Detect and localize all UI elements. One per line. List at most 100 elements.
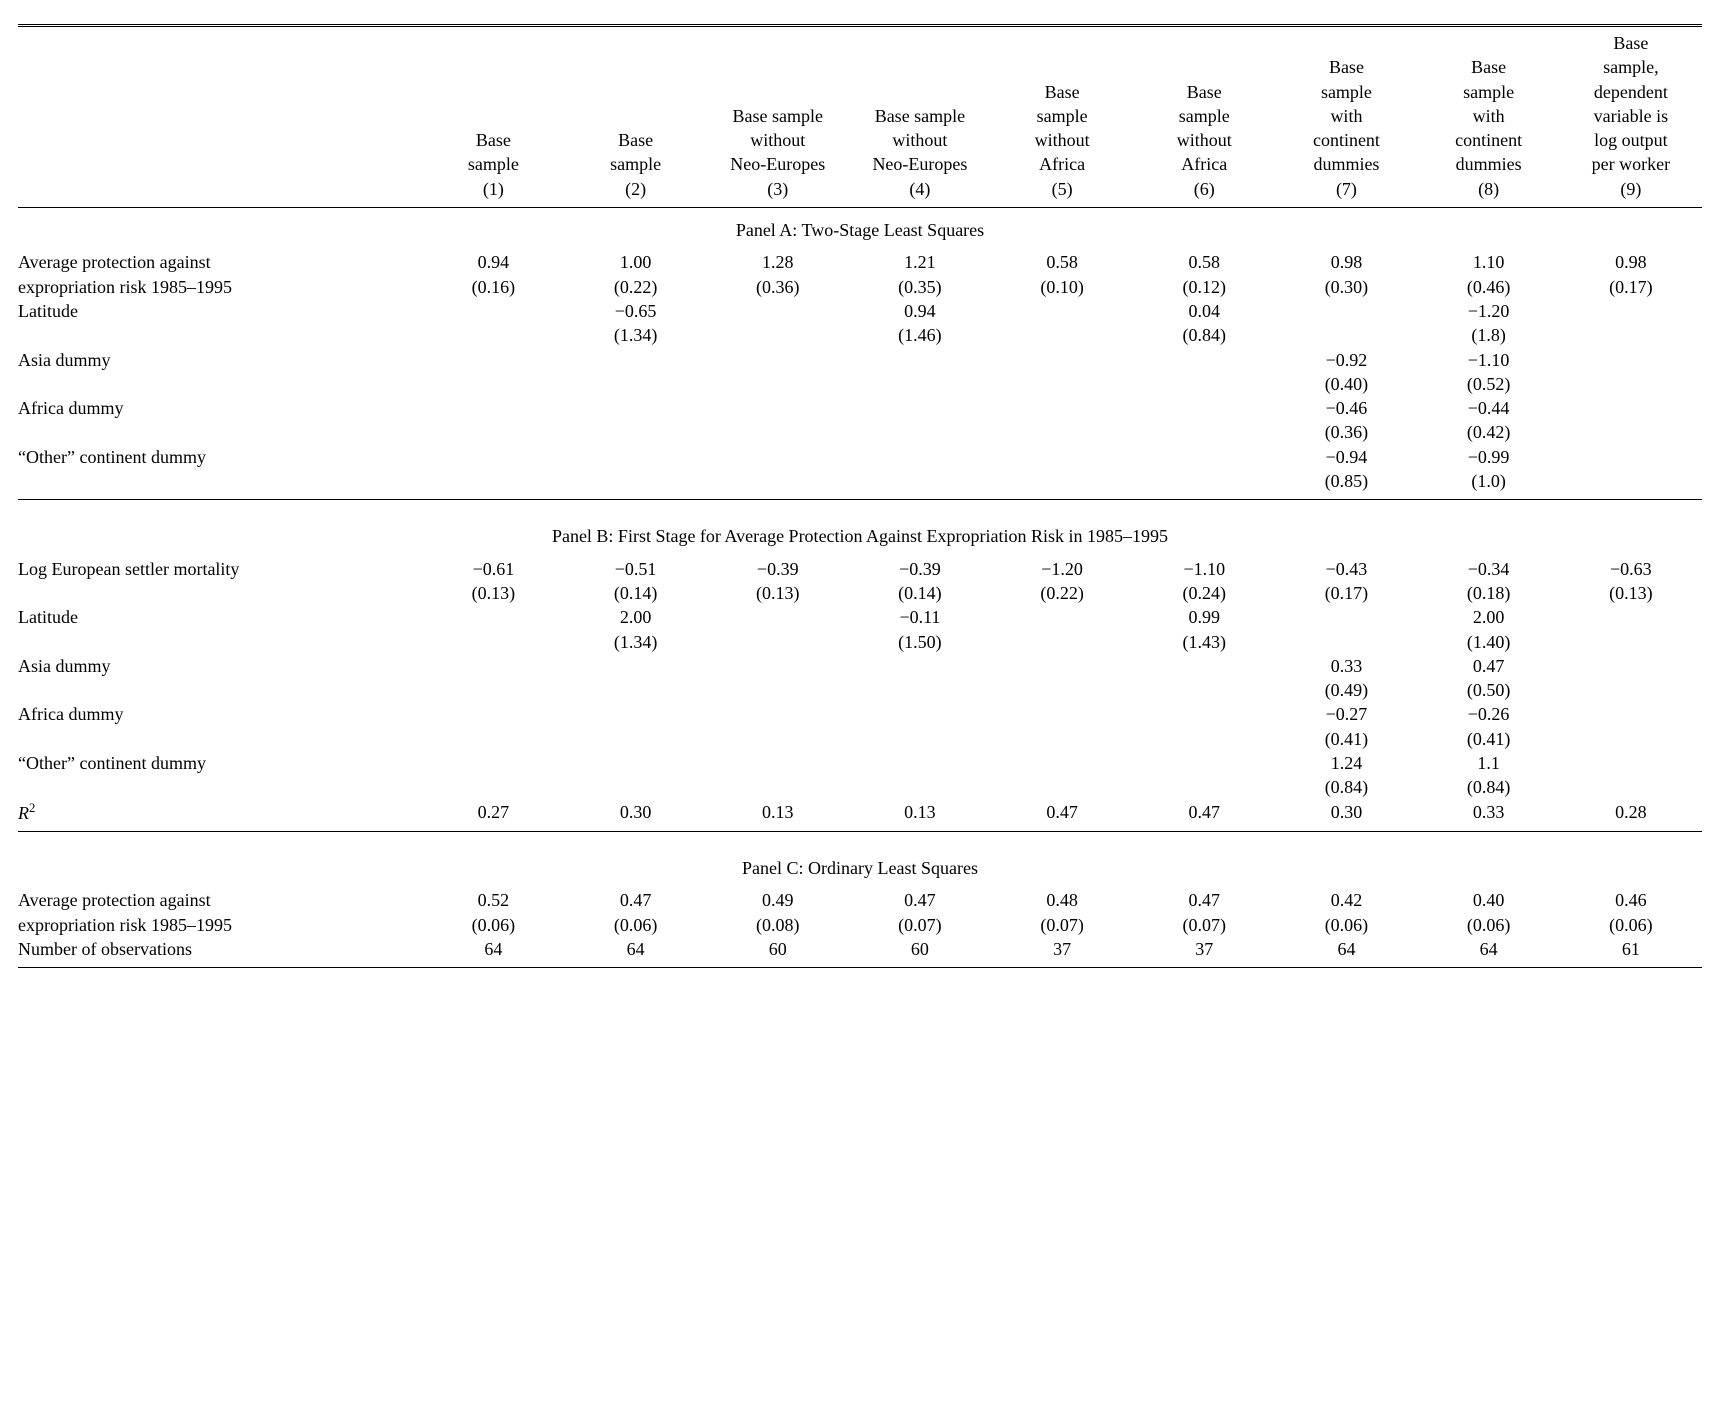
cell-value bbox=[422, 396, 564, 420]
cell-value: 1.00 bbox=[565, 250, 707, 274]
cell-value bbox=[565, 702, 707, 726]
table-row: (1.34)(1.46)(0.84)(1.8) bbox=[18, 323, 1702, 347]
cell-se: (0.12) bbox=[1133, 275, 1275, 299]
cell-value bbox=[422, 605, 564, 629]
cell-se bbox=[991, 678, 1133, 702]
table-row: (0.84)(0.84) bbox=[18, 775, 1702, 799]
cell-value bbox=[422, 348, 564, 372]
cell-se: (0.06) bbox=[1560, 913, 1702, 937]
cell-se bbox=[991, 323, 1133, 347]
cell-se bbox=[849, 469, 991, 493]
row-label: “Other” continent dummy bbox=[18, 751, 422, 775]
cell-se: (0.42) bbox=[1418, 420, 1560, 444]
cell-se: (1.0) bbox=[1418, 469, 1560, 493]
cell-se bbox=[565, 678, 707, 702]
cell-value: 1.21 bbox=[849, 250, 991, 274]
cell-se bbox=[1560, 420, 1702, 444]
cell-value: 0.47 bbox=[565, 888, 707, 912]
row-label: Africa dummy bbox=[18, 702, 422, 726]
cell-se: (0.49) bbox=[1275, 678, 1417, 702]
cell-value bbox=[565, 751, 707, 775]
cell-se bbox=[422, 775, 564, 799]
cell-se: (0.41) bbox=[1418, 727, 1560, 751]
cell-se bbox=[1560, 727, 1702, 751]
cell-value bbox=[849, 702, 991, 726]
cell-value bbox=[991, 445, 1133, 469]
cell-value bbox=[991, 348, 1133, 372]
row-label-cont bbox=[18, 420, 422, 444]
cell-se: (0.06) bbox=[1418, 913, 1560, 937]
cell-se bbox=[1133, 372, 1275, 396]
cell-value: 1.1 bbox=[1418, 751, 1560, 775]
row-label-cont bbox=[18, 678, 422, 702]
cell-se: (0.17) bbox=[1560, 275, 1702, 299]
cell-value bbox=[1560, 299, 1702, 323]
cell-value: 0.47 bbox=[1418, 654, 1560, 678]
cell-se: (0.14) bbox=[565, 581, 707, 605]
table-row: Latitude2.00−0.110.992.00 bbox=[18, 605, 1702, 629]
cell-value bbox=[565, 348, 707, 372]
cell-value: −0.63 bbox=[1560, 557, 1702, 581]
cell-se bbox=[849, 727, 991, 751]
cell-value bbox=[1133, 702, 1275, 726]
col-header-4: Base samplewithoutNeo-Europes(4) bbox=[849, 27, 991, 208]
row-label: Latitude bbox=[18, 605, 422, 629]
cell-se: (0.14) bbox=[849, 581, 991, 605]
row-label: Log European settler mortality bbox=[18, 557, 422, 581]
cell-value: −0.94 bbox=[1275, 445, 1417, 469]
cell-se: (1.46) bbox=[849, 323, 991, 347]
table-row: (0.41)(0.41) bbox=[18, 727, 1702, 751]
cell-value bbox=[707, 445, 849, 469]
cell-se bbox=[849, 372, 991, 396]
cell-se: (1.8) bbox=[1418, 323, 1560, 347]
row-label: Africa dummy bbox=[18, 396, 422, 420]
panel-c-title: Panel C: Ordinary Least Squares bbox=[18, 846, 1702, 888]
cell-se bbox=[1133, 727, 1275, 751]
cell-value bbox=[1560, 605, 1702, 629]
cell-se bbox=[1560, 678, 1702, 702]
cell-value: 0.33 bbox=[1275, 654, 1417, 678]
cell-se: (0.17) bbox=[1275, 581, 1417, 605]
row-label: Average protection against bbox=[18, 250, 422, 274]
cell-se bbox=[422, 323, 564, 347]
table-row: Asia dummy0.330.47 bbox=[18, 654, 1702, 678]
table-row: Africa dummy−0.27−0.26 bbox=[18, 702, 1702, 726]
cell-value: −0.99 bbox=[1418, 445, 1560, 469]
cell-value bbox=[1133, 396, 1275, 420]
cell-se: (0.10) bbox=[991, 275, 1133, 299]
cell-value: −0.92 bbox=[1275, 348, 1417, 372]
cell-se: (0.40) bbox=[1275, 372, 1417, 396]
row-label: Asia dummy bbox=[18, 348, 422, 372]
cell-se: (0.41) bbox=[1275, 727, 1417, 751]
cell-se bbox=[707, 775, 849, 799]
nobs-row: Number of observations 64 64 60 60 37 37… bbox=[18, 937, 1702, 961]
r-squared-row: R2 0.27 0.30 0.13 0.13 0.47 0.47 0.30 0.… bbox=[18, 800, 1702, 825]
cell-se bbox=[707, 323, 849, 347]
cell-se bbox=[1560, 323, 1702, 347]
cell-se: (0.52) bbox=[1418, 372, 1560, 396]
cell-value bbox=[1560, 445, 1702, 469]
cell-se bbox=[707, 630, 849, 654]
table-row: (0.36)(0.42) bbox=[18, 420, 1702, 444]
cell-value: −1.10 bbox=[1133, 557, 1275, 581]
cell-se bbox=[565, 775, 707, 799]
col-header-6: BasesamplewithoutAfrica(6) bbox=[1133, 27, 1275, 208]
cell-value bbox=[991, 702, 1133, 726]
cell-value bbox=[422, 702, 564, 726]
cell-se: (1.50) bbox=[849, 630, 991, 654]
cell-value bbox=[991, 654, 1133, 678]
cell-se bbox=[991, 420, 1133, 444]
cell-se: (0.30) bbox=[1275, 275, 1417, 299]
regression-table: Basesample(1) Basesample(2) Base samplew… bbox=[18, 24, 1702, 968]
cell-value bbox=[707, 348, 849, 372]
row-label-cont bbox=[18, 323, 422, 347]
table-row: Africa dummy−0.46−0.44 bbox=[18, 396, 1702, 420]
cell-value bbox=[849, 751, 991, 775]
table-row: Average protection against0.941.001.281.… bbox=[18, 250, 1702, 274]
cell-se: (0.24) bbox=[1133, 581, 1275, 605]
cell-value: 0.99 bbox=[1133, 605, 1275, 629]
cell-se: (0.36) bbox=[707, 275, 849, 299]
row-label: Average protection against bbox=[18, 888, 422, 912]
row-label-cont bbox=[18, 372, 422, 396]
cell-se bbox=[422, 469, 564, 493]
